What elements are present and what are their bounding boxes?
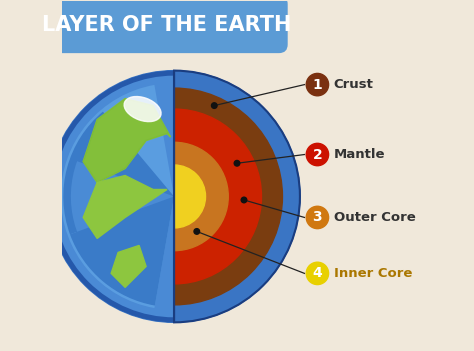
Text: Inner Core: Inner Core: [334, 267, 412, 280]
Text: Crust: Crust: [334, 78, 374, 91]
Circle shape: [306, 73, 328, 96]
Circle shape: [306, 262, 328, 285]
Circle shape: [120, 142, 228, 251]
Text: LAYER OF THE EARTH: LAYER OF THE EARTH: [42, 15, 292, 35]
Circle shape: [194, 229, 200, 234]
Circle shape: [48, 71, 300, 322]
Wedge shape: [48, 71, 174, 322]
Circle shape: [306, 143, 328, 166]
Circle shape: [143, 165, 206, 228]
Text: 1: 1: [312, 78, 322, 92]
Circle shape: [234, 160, 240, 166]
Wedge shape: [70, 197, 174, 306]
Wedge shape: [61, 85, 174, 308]
Text: Mantle: Mantle: [334, 148, 385, 161]
Text: 3: 3: [312, 211, 322, 224]
Text: Outer Core: Outer Core: [334, 211, 416, 224]
Wedge shape: [71, 161, 174, 276]
Wedge shape: [64, 112, 174, 234]
Circle shape: [87, 109, 262, 284]
Wedge shape: [53, 76, 174, 317]
Polygon shape: [83, 99, 171, 183]
Text: 4: 4: [312, 266, 322, 280]
Polygon shape: [111, 245, 146, 287]
Polygon shape: [83, 176, 167, 238]
Polygon shape: [83, 99, 171, 183]
Circle shape: [66, 88, 283, 305]
Circle shape: [211, 103, 217, 108]
FancyBboxPatch shape: [54, 0, 288, 53]
Circle shape: [306, 206, 328, 229]
Ellipse shape: [124, 97, 161, 121]
Circle shape: [241, 197, 247, 203]
Text: 2: 2: [312, 147, 322, 161]
